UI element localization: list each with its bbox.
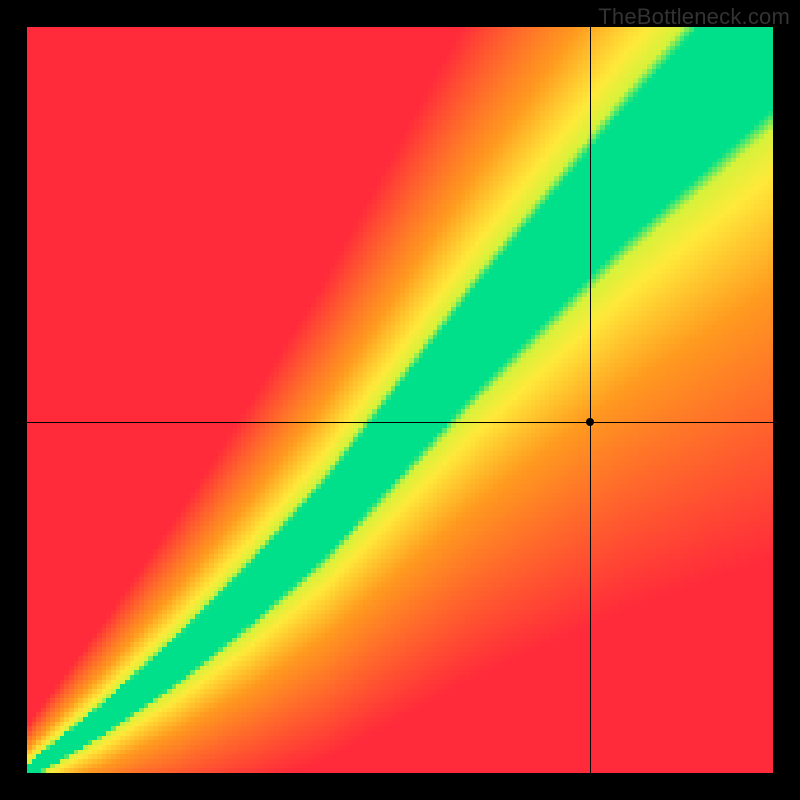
heatmap-canvas — [27, 27, 773, 773]
chart-container: TheBottleneck.com — [0, 0, 800, 800]
crosshair-marker — [586, 418, 594, 426]
crosshair-horizontal — [27, 422, 773, 423]
crosshair-vertical — [590, 27, 591, 773]
watermark-text: TheBottleneck.com — [598, 4, 790, 30]
plot-area — [27, 27, 773, 773]
